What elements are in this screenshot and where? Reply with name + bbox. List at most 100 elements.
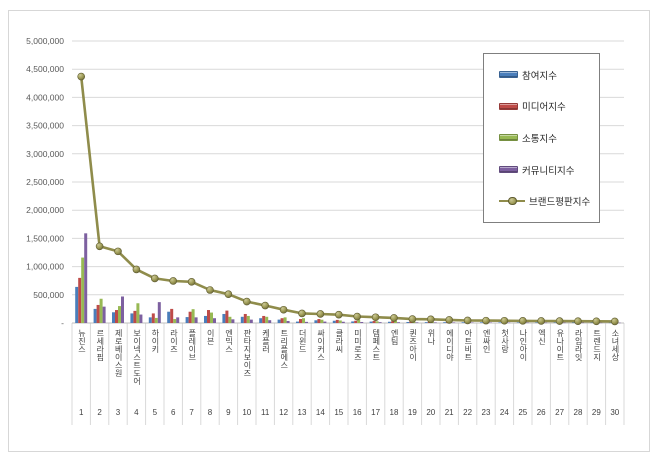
line-marker: [445, 316, 454, 324]
rank-label: 13: [297, 408, 307, 417]
category-label: 미미로즈: [348, 329, 366, 405]
rank-label: 28: [573, 408, 583, 417]
bar: [415, 322, 419, 323]
rank-label: 4: [134, 408, 139, 417]
ytick-label: -: [61, 318, 64, 328]
rank-label: 5: [152, 408, 158, 417]
bar: [433, 322, 437, 323]
category-label: 판타지보이즈: [238, 329, 256, 405]
bar: [544, 322, 548, 324]
rank-label: 27: [555, 408, 565, 417]
rank-label: 16: [352, 408, 362, 417]
rank-label: 6: [170, 408, 176, 417]
legend-label: 브랜드평판지수: [529, 197, 591, 209]
category-label-text: 에이디야: [445, 329, 455, 361]
bar: [176, 317, 180, 323]
bar: [249, 319, 253, 323]
category-label-text: 유나이트: [555, 329, 565, 361]
category-label-text: 위나: [426, 329, 436, 345]
line-marker: [537, 317, 546, 325]
bar: [372, 321, 376, 323]
line-marker: [169, 277, 177, 285]
category-label: 소녀세상: [606, 329, 624, 405]
category-label-text: 퀸즈아이: [408, 329, 418, 361]
legend-label: 미디어지수: [522, 102, 566, 114]
category-label: 라임라잇: [569, 329, 587, 405]
bar: [516, 322, 520, 323]
rank-label: 10: [242, 408, 252, 417]
rank-label: 8: [207, 408, 213, 417]
bar: [118, 306, 121, 323]
bar: [133, 310, 137, 323]
category-label-text: 라이즈: [169, 329, 179, 353]
bar: [268, 320, 272, 323]
bar: [443, 322, 447, 323]
bar: [170, 308, 174, 323]
bar: [317, 319, 321, 323]
rank-label: 21: [444, 408, 454, 417]
category-label-text: 트리플에스: [279, 329, 289, 369]
line-marker: [187, 278, 196, 286]
bar: [397, 322, 400, 323]
rank-label: 25: [518, 408, 528, 417]
bar: [424, 322, 428, 323]
line-marker: [426, 315, 435, 324]
legend-item: 커뮤니티지수: [499, 163, 597, 177]
bar: [391, 321, 394, 323]
bar: [222, 313, 226, 323]
ytick-label: 500,000: [33, 290, 64, 300]
line-marker: [151, 274, 159, 283]
bar: [188, 311, 192, 323]
bar: [213, 318, 216, 323]
bar: [262, 315, 266, 323]
bar: [320, 319, 324, 323]
bar: [75, 286, 79, 323]
bar: [590, 322, 594, 324]
bar: [78, 277, 82, 323]
bar: [151, 313, 155, 323]
bar: [394, 321, 397, 323]
category-label: 위나: [422, 329, 440, 405]
legend-color-swatch-icon: [499, 71, 518, 79]
bar: [360, 321, 364, 323]
bar: [194, 317, 198, 323]
legend-item: 소통지수: [499, 131, 597, 145]
line-marker: [500, 316, 509, 325]
bar: [265, 316, 269, 323]
legend-marker-dot-icon: [508, 196, 517, 206]
bar: [305, 321, 308, 323]
category-label-text: 플레이브: [187, 329, 197, 361]
category-label-text: 판타지보이즈: [242, 329, 252, 377]
bar: [357, 319, 361, 323]
rank-label: 20: [426, 408, 436, 417]
bar: [351, 321, 355, 323]
category-label-text: 아트비트: [463, 329, 473, 361]
category-label-text: 엔믹스: [224, 329, 234, 353]
line-marker: [77, 72, 85, 81]
bar: [452, 322, 456, 323]
category-label-text: 나인아이: [518, 329, 528, 361]
line-marker: [390, 314, 398, 322]
bar: [314, 320, 318, 323]
category-label-text: 이븐: [206, 329, 216, 345]
rank-label: 9: [226, 408, 231, 417]
line-marker: [555, 317, 564, 325]
category-label-text: 더윈드: [298, 329, 308, 353]
bar: [302, 318, 305, 323]
line-marker: [592, 317, 601, 326]
bar: [335, 319, 339, 323]
line-marker: [353, 312, 362, 321]
bar: [507, 322, 511, 324]
rank-label: 12: [279, 408, 289, 417]
legend-item: 참여지수: [499, 68, 597, 82]
bar: [299, 319, 302, 323]
bar: [231, 319, 235, 323]
bar: [84, 233, 88, 323]
bar: [139, 314, 143, 323]
bar: [354, 320, 358, 323]
legend-item: 미디어지수: [499, 99, 597, 113]
line-marker: [610, 317, 619, 326]
category-label: 엔팀: [385, 329, 403, 405]
rank-label: 24: [499, 408, 509, 417]
